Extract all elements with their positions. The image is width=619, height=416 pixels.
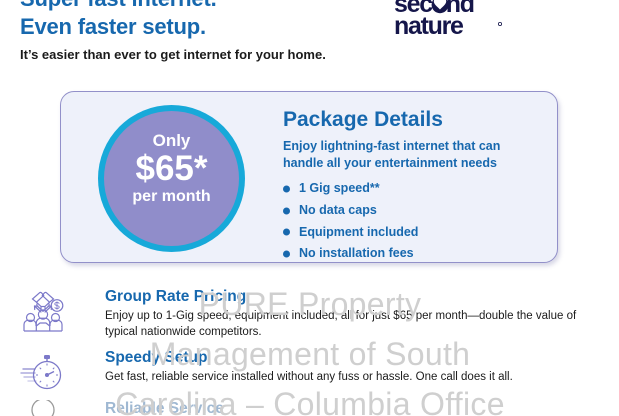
- svg-text:nature: nature: [394, 12, 464, 38]
